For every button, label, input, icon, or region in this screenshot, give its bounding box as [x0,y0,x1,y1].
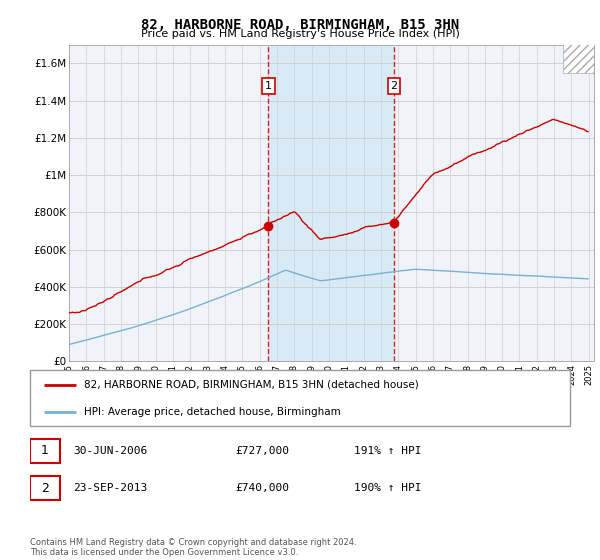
FancyBboxPatch shape [30,476,60,500]
Text: £727,000: £727,000 [235,446,289,456]
Text: HPI: Average price, detached house, Birmingham: HPI: Average price, detached house, Birm… [84,407,341,417]
Bar [268,45,394,361]
Text: 1: 1 [265,81,272,91]
Text: 30-JUN-2006: 30-JUN-2006 [73,446,148,456]
Text: £740,000: £740,000 [235,483,289,493]
Text: 23-SEP-2013: 23-SEP-2013 [73,483,148,493]
FancyBboxPatch shape [30,438,60,463]
Text: 2: 2 [41,482,49,494]
Text: 82, HARBORNE ROAD, BIRMINGHAM, B15 3HN (detached house): 82, HARBORNE ROAD, BIRMINGHAM, B15 3HN (… [84,380,419,390]
Text: 2: 2 [391,81,397,91]
Text: 190% ↑ HPI: 190% ↑ HPI [354,483,421,493]
Text: 1: 1 [41,444,49,457]
Bar [563,35,594,73]
Text: Price paid vs. HM Land Registry's House Price Index (HPI): Price paid vs. HM Land Registry's House … [140,29,460,39]
Text: Contains HM Land Registry data © Crown copyright and database right 2024.
This d: Contains HM Land Registry data © Crown c… [30,538,356,557]
FancyBboxPatch shape [30,370,570,426]
Text: 82, HARBORNE ROAD, BIRMINGHAM, B15 3HN: 82, HARBORNE ROAD, BIRMINGHAM, B15 3HN [141,18,459,32]
Text: 191% ↑ HPI: 191% ↑ HPI [354,446,421,456]
